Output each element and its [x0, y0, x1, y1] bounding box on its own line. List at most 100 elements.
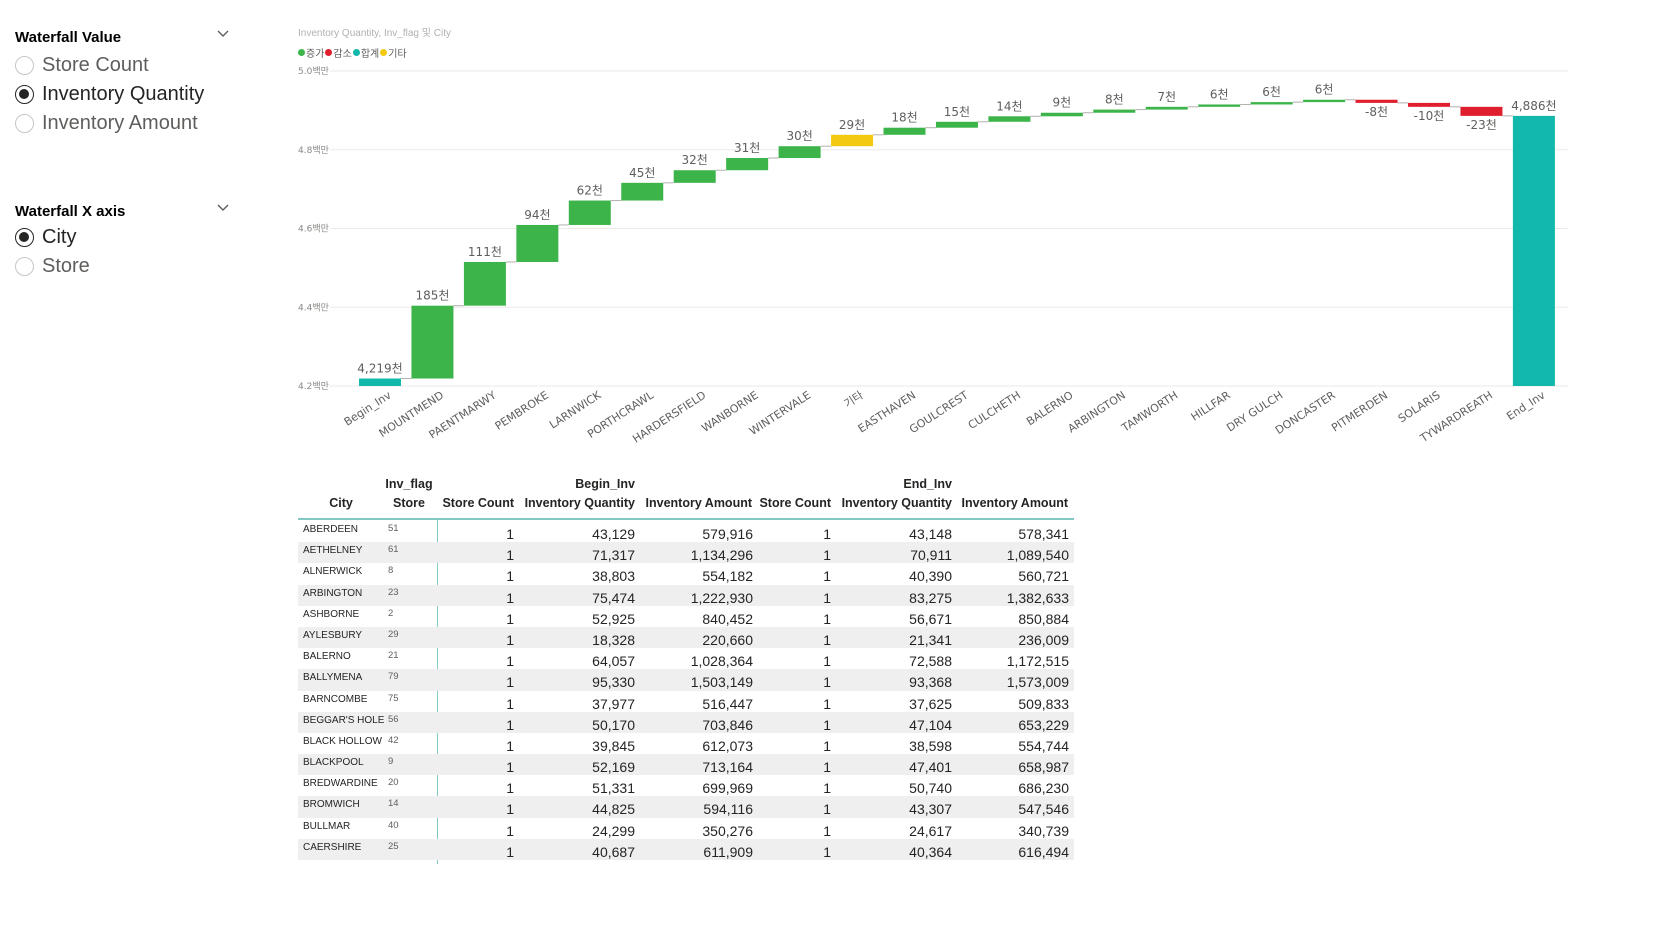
value-cell: 594,116	[703, 801, 753, 818]
radio-option[interactable]: City	[15, 223, 247, 252]
waterfall-bar[interactable]	[935, 121, 978, 128]
table-row[interactable]: BULLMAR 40 1 24,299 350,276 1 24,617 340,739	[298, 818, 1074, 839]
value-cell: 1,503,149	[690, 674, 753, 691]
table-row[interactable]: ABERDEEN 51 1 43,129 579,916 1 43,148 578,341	[298, 521, 1074, 542]
waterfall-bar[interactable]	[1408, 102, 1450, 107]
waterfall-bar[interactable]	[778, 146, 821, 159]
table-row[interactable]: ARBINGTON 23 1 75,474 1,222,930 1 83,275 1,382,…	[298, 584, 1074, 606]
waterfall-bar[interactable]	[516, 224, 559, 262]
slicer-header: Waterfall Value	[15, 29, 247, 51]
value-cell: 1	[506, 780, 514, 797]
measure-header[interactable]: Store Count	[442, 496, 514, 510]
value-cell: 51,331	[592, 780, 635, 797]
radio-label: Store	[42, 255, 90, 277]
value-cell: 71,317	[592, 547, 635, 564]
legend-item[interactable]: 기타	[380, 45, 407, 60]
value-cell: 1	[823, 610, 831, 627]
table-row[interactable]: BLACK HOLLOW 42 1 39,845 612,073 1 38,598 554,7…	[298, 733, 1074, 754]
table-row[interactable]: BEGGAR'S HOLE 56 1 50,170 703,846 1 47,104 653,…	[298, 711, 1074, 733]
radio-button[interactable]	[15, 228, 34, 247]
value-cell: 578,341	[1018, 526, 1069, 542]
waterfall-bar[interactable]	[831, 134, 874, 147]
waterfall-bar[interactable]	[726, 158, 769, 171]
table-row[interactable]: CAERSHIRE 25 1 40,687 611,909 1 40,364 616,494	[298, 838, 1074, 860]
measure-header[interactable]: Inventory Amount	[961, 496, 1068, 510]
group-header-begin[interactable]: Begin_Inv	[575, 477, 635, 491]
waterfall-bar[interactable]	[1355, 99, 1398, 103]
x-category-label: 기타	[842, 389, 866, 411]
table-row[interactable]: BALERNO 21 1 64,057 1,028,364 1 72,588 1,172,51…	[298, 648, 1074, 669]
radio-option[interactable]: Inventory Quantity	[15, 80, 247, 109]
store-header[interactable]: Store	[393, 496, 425, 510]
slicer-title: Waterfall Value	[15, 29, 122, 46]
radio-option[interactable]: Store Count	[15, 51, 247, 80]
x-category-label: PITMERDEN	[1329, 389, 1390, 435]
waterfall-bar[interactable]	[988, 116, 1031, 122]
table-row[interactable]: AYLESBURY 29 1 18,328 220,660 1 21,341 236,009	[298, 626, 1074, 649]
slicer-title: Waterfall X axis	[15, 203, 126, 220]
value-cell: 38,803	[592, 568, 635, 585]
value-cell: 1,573,009	[1006, 674, 1069, 691]
waterfall-bar[interactable]	[411, 305, 454, 379]
measure-header[interactable]: Inventory Quantity	[841, 496, 952, 510]
waterfall-bar[interactable]	[673, 170, 716, 183]
data-label: 6천	[1262, 84, 1281, 99]
waterfall-bar[interactable]	[621, 182, 664, 201]
waterfall-bar[interactable]	[359, 378, 401, 386]
radio-option[interactable]: Store	[15, 252, 247, 281]
waterfall-bar[interactable]	[568, 200, 611, 225]
value-cell: 1	[823, 526, 831, 542]
measure-header[interactable]: Store Count	[759, 496, 831, 510]
city-column-header[interactable]: City	[329, 496, 353, 510]
waterfall-bar[interactable]	[1093, 109, 1136, 113]
table-row[interactable]: BROMWICH 14 1 44,825 594,116 1 43,307 547,546	[298, 796, 1074, 818]
waterfall-bar[interactable]	[463, 261, 506, 306]
waterfall-bar[interactable]	[1303, 99, 1346, 103]
waterfall-bar[interactable]	[1250, 102, 1293, 105]
table-row[interactable]: ALNERWICK 8 1 38,803 554,182 1 40,390 560,721	[298, 563, 1074, 584]
table-row[interactable]: BALLYMENA 79 1 95,330 1,503,149 1 93,368 1,573,…	[298, 669, 1074, 691]
legend-item[interactable]: 증가	[298, 45, 324, 60]
city-cell: ASHBORNE	[303, 608, 360, 620]
waterfall-bar[interactable]	[1460, 106, 1503, 116]
value-cell: 1,222,930	[690, 589, 753, 606]
table-row[interactable]: BARNCOMBE 75 1 37,977 516,447 1 37,625 509,833	[298, 691, 1074, 712]
value-cell: 1	[823, 653, 831, 670]
radio-button[interactable]	[15, 257, 34, 276]
value-cell: 1	[823, 801, 831, 818]
value-cell: 93,368	[909, 674, 952, 691]
measure-header[interactable]: Inventory Quantity	[524, 496, 635, 510]
store-cell: 20	[388, 777, 399, 789]
table-row[interactable]: ASHBORNE 2 1 52,925 840,452 1 56,671 850,884	[298, 606, 1074, 627]
value-cell: 547,546	[1018, 801, 1069, 818]
x-category-label: PEMBROKE	[493, 389, 551, 433]
radio-button[interactable]	[15, 56, 34, 75]
measure-header[interactable]: Inventory Amount	[645, 496, 752, 510]
value-cell: 686,230	[1018, 780, 1069, 797]
waterfall-bar[interactable]	[883, 127, 926, 135]
city-cell: ALNERWICK	[303, 566, 363, 578]
radio-button[interactable]	[15, 114, 34, 133]
value-cell: 1,134,296	[690, 547, 753, 564]
x-category-label: End_Inv	[1504, 388, 1548, 423]
table-row[interactable]: AETHELNEY 61 1 71,317 1,134,296 1 70,911 1,089,…	[298, 542, 1074, 564]
waterfall-bar[interactable]	[1040, 112, 1083, 117]
table-row[interactable]: BLACKPOOL 9 1 52,169 713,164 1 47,401 658,987	[298, 754, 1074, 776]
waterfall-bar[interactable]	[1145, 106, 1188, 110]
waterfall-bar[interactable]	[1198, 104, 1241, 107]
header-divider	[298, 518, 1074, 520]
waterfall-chart[interactable]: 4.2백만4.4백만4.6백만4.8백만5.0백만4,219천Begin_Inv…	[0, 0, 1668, 470]
radio-option[interactable]: Inventory Amount	[15, 109, 247, 138]
table-row[interactable]: BREDWARDINE 20 1 51,331 699,969 1 50,740 686,23…	[298, 775, 1074, 796]
x-category-label: HILLFAR	[1189, 388, 1233, 423]
legend-item[interactable]: 감소	[325, 45, 352, 60]
chevron-down-icon[interactable]	[217, 204, 229, 212]
radio-button[interactable]	[15, 85, 34, 104]
group-header-end[interactable]: End_Inv	[903, 477, 952, 491]
value-cell: 1	[506, 737, 514, 754]
waterfall-bar[interactable]	[1512, 115, 1555, 386]
value-cell: 1	[506, 716, 514, 733]
legend-item[interactable]: 합계	[352, 45, 379, 60]
value-cell: 220,660	[702, 631, 753, 648]
chevron-down-icon[interactable]	[217, 30, 229, 38]
